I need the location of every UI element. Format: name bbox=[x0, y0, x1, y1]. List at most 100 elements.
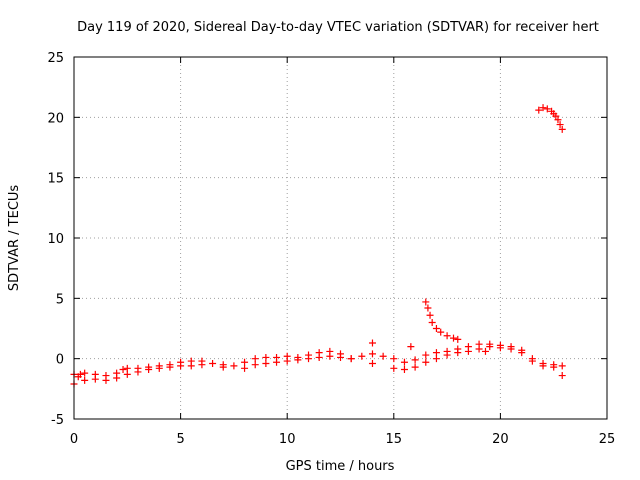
data-point bbox=[315, 353, 323, 361]
data-point bbox=[535, 106, 543, 114]
data-point bbox=[496, 344, 504, 352]
data-points bbox=[70, 104, 566, 388]
x-tick-label: 0 bbox=[70, 432, 78, 447]
data-point bbox=[198, 361, 206, 369]
data-point bbox=[518, 349, 526, 357]
data-point bbox=[556, 121, 564, 129]
data-point bbox=[486, 343, 494, 351]
data-point bbox=[134, 368, 142, 376]
data-point bbox=[81, 369, 89, 377]
data-point bbox=[454, 349, 462, 357]
data-point bbox=[411, 363, 419, 371]
data-point bbox=[326, 352, 334, 360]
x-tick-label: 10 bbox=[279, 432, 296, 447]
series-secondary-trace bbox=[81, 343, 558, 384]
data-point bbox=[464, 347, 472, 355]
x-tick-label: 15 bbox=[386, 432, 403, 447]
data-point bbox=[422, 358, 430, 366]
data-point bbox=[230, 362, 238, 370]
data-point bbox=[91, 375, 99, 383]
data-point bbox=[294, 356, 302, 364]
data-point bbox=[550, 363, 558, 371]
data-point bbox=[347, 355, 355, 363]
series-main-trace bbox=[70, 340, 566, 388]
data-point bbox=[539, 104, 547, 112]
data-point bbox=[475, 345, 483, 353]
data-point bbox=[177, 362, 185, 370]
x-tick-label: 5 bbox=[176, 432, 184, 447]
y-tick-label: 25 bbox=[47, 51, 64, 66]
data-point bbox=[424, 304, 432, 312]
data-point bbox=[407, 343, 415, 351]
data-point bbox=[113, 374, 121, 382]
data-point bbox=[481, 347, 489, 355]
data-point bbox=[428, 318, 436, 326]
data-point bbox=[241, 364, 249, 372]
data-point bbox=[209, 359, 217, 367]
data-point bbox=[273, 358, 281, 366]
data-point bbox=[558, 125, 566, 133]
data-point bbox=[76, 370, 84, 378]
data-point bbox=[123, 364, 131, 372]
data-point bbox=[558, 372, 566, 380]
axis-ticks: 0 5 10 15 20 25 -5 0 5 10 15 20 25 bbox=[47, 51, 615, 447]
data-point bbox=[437, 328, 445, 336]
data-point bbox=[432, 325, 440, 332]
x-tick-label: 25 bbox=[599, 432, 616, 447]
data-point bbox=[241, 358, 249, 366]
data-point bbox=[145, 366, 153, 374]
series-high-arc bbox=[535, 104, 566, 133]
data-point bbox=[432, 349, 440, 357]
data-point bbox=[251, 361, 259, 369]
data-point bbox=[368, 339, 376, 347]
data-point bbox=[102, 376, 110, 384]
data-point bbox=[432, 355, 440, 363]
data-point bbox=[390, 355, 398, 363]
data-point bbox=[528, 357, 536, 365]
series-isolated-points bbox=[368, 339, 566, 380]
data-point bbox=[539, 362, 547, 370]
data-point bbox=[554, 116, 562, 124]
data-point bbox=[368, 350, 376, 358]
data-point bbox=[558, 362, 566, 370]
data-point bbox=[219, 363, 227, 371]
data-point bbox=[379, 352, 387, 360]
data-point bbox=[262, 353, 270, 361]
data-point bbox=[411, 356, 419, 364]
x-tick-label: 20 bbox=[492, 432, 509, 447]
data-point bbox=[305, 355, 313, 363]
plot-frame bbox=[73, 56, 608, 420]
data-point bbox=[422, 351, 430, 359]
data-point bbox=[166, 363, 174, 371]
data-point bbox=[251, 355, 259, 363]
data-point bbox=[187, 362, 195, 370]
data-point bbox=[155, 364, 163, 372]
data-point bbox=[507, 345, 515, 353]
data-point bbox=[443, 332, 451, 340]
data-point bbox=[400, 366, 408, 374]
data-point bbox=[454, 335, 462, 343]
data-point bbox=[358, 352, 366, 360]
y-tick-label: 0 bbox=[56, 353, 64, 368]
data-point bbox=[390, 364, 398, 372]
data-point bbox=[552, 112, 560, 120]
y-tick-label: 5 bbox=[56, 292, 64, 307]
data-point bbox=[426, 311, 434, 319]
y-axis-label: SDTVAR / TECUs bbox=[7, 185, 22, 292]
data-point bbox=[123, 370, 131, 378]
chart-title: Day 119 of 2020, Sidereal Day-to-day VTE… bbox=[77, 20, 599, 35]
series-descending-arc bbox=[422, 298, 462, 343]
data-point bbox=[443, 351, 451, 359]
data-point bbox=[283, 357, 291, 365]
data-point bbox=[262, 359, 270, 367]
data-point bbox=[422, 298, 430, 306]
data-point bbox=[400, 358, 408, 366]
data-point bbox=[543, 105, 551, 113]
data-point bbox=[449, 334, 457, 342]
data-point bbox=[368, 359, 376, 367]
y-tick-label: 15 bbox=[47, 172, 64, 187]
x-axis-label: GPS time / hours bbox=[286, 459, 395, 474]
data-point bbox=[81, 376, 89, 384]
y-tick-label: 10 bbox=[47, 232, 64, 247]
